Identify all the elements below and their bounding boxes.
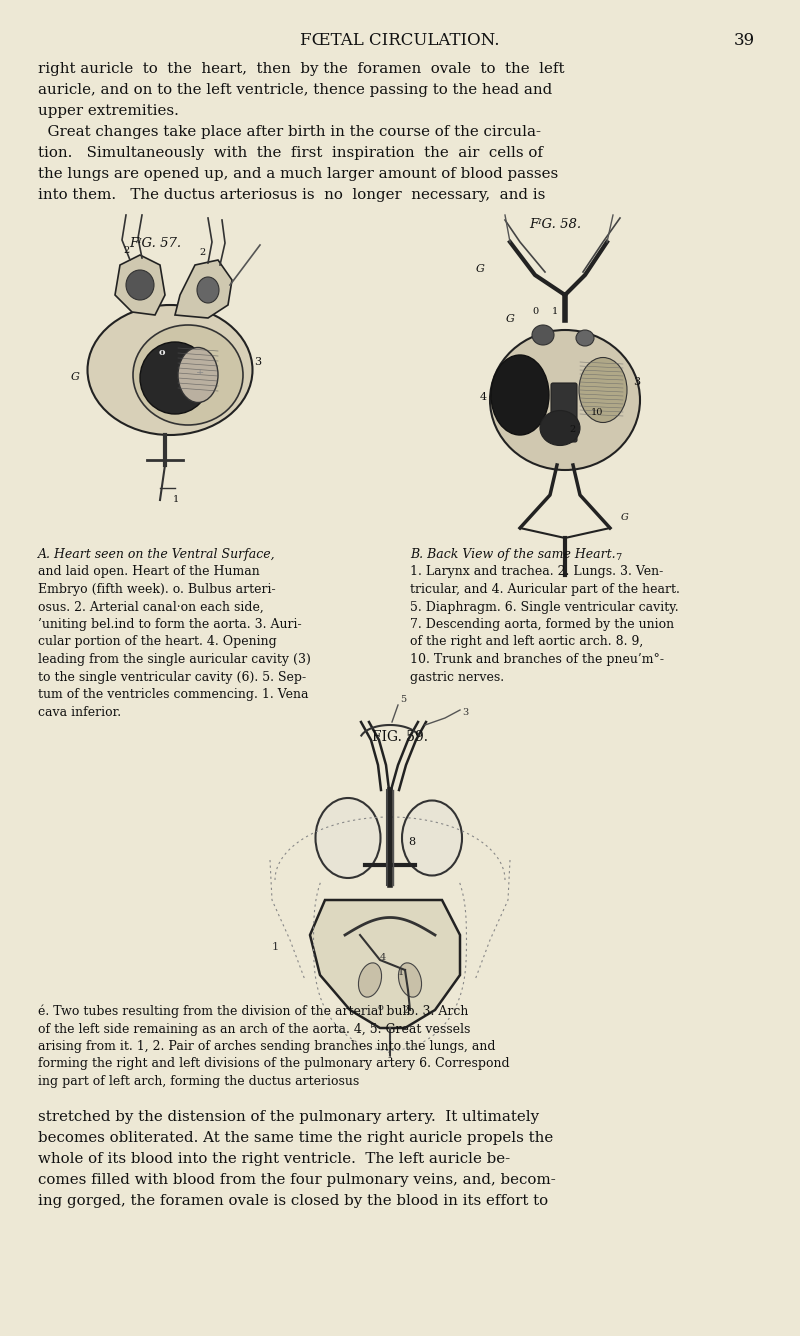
Text: tion.   Simultaneously  with  the  first  inspiration  the  air  cells of: tion. Simultaneously with the first insp… — [38, 146, 543, 160]
Text: tum of the ventricles commencing. 1. Vena: tum of the ventricles commencing. 1. Ven… — [38, 688, 309, 701]
Text: G: G — [506, 314, 514, 325]
Ellipse shape — [87, 305, 253, 436]
Text: 3: 3 — [634, 377, 641, 387]
Text: right auricle  to  the  heart,  then  by thе  foramen  ovale  to  the  left: right auricle to the heart, then by thе … — [38, 61, 565, 76]
Ellipse shape — [540, 410, 580, 445]
Text: B. Back View of the same Heart.: B. Back View of the same Heart. — [410, 548, 616, 561]
Text: osus. 2. Arterial canal·on each side,: osus. 2. Arterial canal·on each side, — [38, 600, 264, 613]
Text: 1: 1 — [552, 307, 558, 317]
Text: tricular, and 4. Auricular part of the heart.: tricular, and 4. Auricular part of the h… — [410, 582, 680, 596]
Text: 39: 39 — [734, 32, 755, 49]
Text: 2: 2 — [124, 246, 130, 255]
Text: 4: 4 — [479, 391, 486, 402]
Ellipse shape — [402, 800, 462, 875]
Text: and laid open. Heart of the Human: and laid open. Heart of the Human — [38, 565, 260, 578]
Text: 5. Diaphragm. 6. Single ventricular cavity.: 5. Diaphragm. 6. Single ventricular cavi… — [410, 600, 678, 613]
Text: 7. Descending aorta, formed by the union: 7. Descending aorta, formed by the union — [410, 619, 674, 631]
Ellipse shape — [490, 330, 640, 470]
Text: 4: 4 — [380, 953, 386, 962]
Text: 5: 5 — [400, 695, 406, 704]
Text: G: G — [621, 513, 629, 522]
Ellipse shape — [178, 347, 218, 402]
Text: ’uniting bel.ind to form the aorta. 3. Auri-: ’uniting bel.ind to form the aorta. 3. A… — [38, 619, 302, 631]
Text: 8: 8 — [408, 836, 415, 847]
Text: 7: 7 — [615, 553, 622, 562]
Text: FᴵG. 57.: FᴵG. 57. — [129, 236, 181, 250]
Text: FᴵG. 58.: FᴵG. 58. — [529, 218, 581, 231]
Text: ing part of left arch, forming the ductus arteriosus: ing part of left arch, forming the ductu… — [38, 1075, 359, 1088]
Ellipse shape — [133, 325, 243, 425]
Polygon shape — [175, 261, 232, 318]
Text: o: o — [378, 1003, 384, 1011]
Text: 1: 1 — [387, 1051, 394, 1059]
Text: arising from it. 1, 2. Pair of arches sending branches into the lungs, and: arising from it. 1, 2. Pair of arches se… — [38, 1039, 495, 1053]
Polygon shape — [310, 900, 460, 1027]
FancyBboxPatch shape — [551, 383, 577, 442]
Text: into them.   The ductus arteriosus is  no  longer  necessary,  and is: into them. The ductus arteriosus is no l… — [38, 188, 546, 202]
Text: upper extremities.: upper extremities. — [38, 104, 179, 118]
Text: FŒTAL CIRCULATION.: FŒTAL CIRCULATION. — [300, 32, 500, 49]
Text: 10: 10 — [591, 407, 603, 417]
Ellipse shape — [358, 963, 382, 997]
Text: becomes obliterated. At the same time the right auricle propels the: becomes obliterated. At the same time th… — [38, 1132, 554, 1145]
Text: auricle, and on to the left ventricle, thence passing to the head and: auricle, and on to the left ventricle, t… — [38, 83, 552, 98]
Ellipse shape — [140, 342, 210, 414]
Text: o: o — [158, 347, 166, 357]
Text: 1: 1 — [272, 942, 279, 953]
Text: the lungs are opened up, and a much larger amount of blood passes: the lungs are opened up, and a much larg… — [38, 167, 558, 180]
Text: of the left side remaining as an arch of the aorta. 4, 5. Great vessels: of the left side remaining as an arch of… — [38, 1022, 470, 1035]
Text: 2: 2 — [200, 248, 206, 257]
Text: gastric nerves.: gastric nerves. — [410, 671, 504, 684]
Ellipse shape — [579, 358, 627, 422]
Text: 1: 1 — [173, 496, 179, 504]
Text: 2: 2 — [402, 1006, 408, 1015]
Ellipse shape — [315, 798, 381, 878]
Text: Embryo (fifth week). o. Bulbus arteri-: Embryo (fifth week). o. Bulbus arteri- — [38, 582, 276, 596]
Ellipse shape — [491, 355, 549, 436]
Text: Great changes take place after birth in the course of the circula-: Great changes take place after birth in … — [38, 126, 541, 139]
Text: A. Heart seen on the Ventral Surface,: A. Heart seen on the Ventral Surface, — [38, 548, 276, 561]
Ellipse shape — [398, 963, 422, 997]
Ellipse shape — [126, 270, 154, 301]
Text: G: G — [70, 371, 79, 382]
Text: 10. Trunk and branches of the pneu’m°-: 10. Trunk and branches of the pneu’m°- — [410, 653, 664, 667]
Text: 3: 3 — [254, 357, 262, 367]
Ellipse shape — [197, 277, 219, 303]
Text: cular portion of the heart. 4. Opening: cular portion of the heart. 4. Opening — [38, 636, 277, 648]
Text: 1: 1 — [398, 969, 404, 977]
Text: stretched by the distension of the pulmonary artery.  It ultimately: stretched by the distension of the pulmo… — [38, 1110, 539, 1124]
Text: 2: 2 — [570, 425, 576, 434]
Text: comes filled with blood from the four pulmonary veins, and, becom-: comes filled with blood from the four pu… — [38, 1173, 556, 1186]
Text: é. Two tubes resulting from the division of the arterial bulb. 3. Arch: é. Two tubes resulting from the division… — [38, 1005, 468, 1018]
Ellipse shape — [576, 330, 594, 346]
Text: leading from the single auricular cavity (3): leading from the single auricular cavity… — [38, 653, 311, 667]
Text: 0: 0 — [532, 307, 538, 317]
Text: 1. Larynx and trachea. 2. Lungs. 3. Ven-: 1. Larynx and trachea. 2. Lungs. 3. Ven- — [410, 565, 663, 578]
Text: whole of its blood into the right ventricle.  The left auricle be-: whole of its blood into the right ventri… — [38, 1152, 510, 1166]
Text: cаva inferior.: cаva inferior. — [38, 705, 121, 719]
Text: G: G — [475, 265, 485, 274]
Text: ing gorged, the foramen ovale is closed by the blood in its effort to: ing gorged, the foramen ovale is closed … — [38, 1194, 548, 1208]
Text: forming the right and left divisions of the pulmonary artery 6. Correspond: forming the right and left divisions of … — [38, 1058, 510, 1070]
Ellipse shape — [532, 325, 554, 345]
Text: 3: 3 — [462, 708, 468, 717]
Text: FIG. 59.: FIG. 59. — [372, 729, 428, 744]
Text: +: + — [196, 367, 204, 377]
Polygon shape — [115, 255, 165, 315]
Text: to the single ventricular cavity (6). 5. Sep-: to the single ventricular cavity (6). 5.… — [38, 671, 306, 684]
Text: of the right and left aortic arch. 8. 9,: of the right and left aortic arch. 8. 9, — [410, 636, 643, 648]
